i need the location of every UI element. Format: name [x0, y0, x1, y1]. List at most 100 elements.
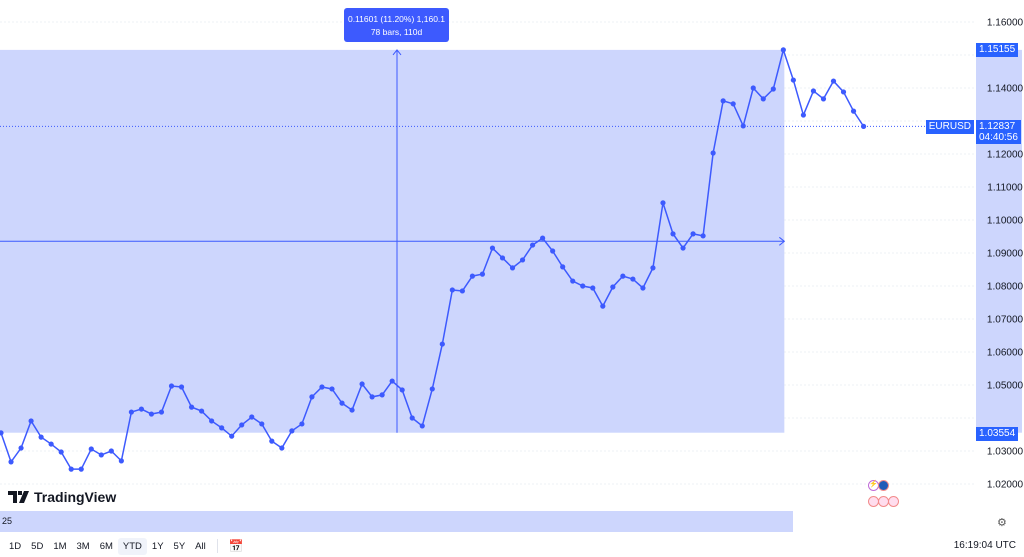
data-point [319, 384, 325, 390]
range-1d[interactable]: 1D [9, 540, 22, 552]
data-point [219, 425, 225, 431]
data-point [509, 265, 516, 271]
data-point [78, 466, 84, 472]
range-ytd[interactable]: YTD [117, 537, 147, 555]
eu-flag-event-icon[interactable] [878, 480, 889, 491]
data-point [138, 406, 145, 412]
data-point [128, 409, 134, 415]
data-point [770, 86, 776, 92]
range-low-label: 1.03554 [976, 427, 1019, 441]
range-1y[interactable]: 1Y [151, 540, 164, 552]
data-point [570, 278, 576, 284]
data-point [529, 242, 536, 248]
last-price-value: 1.12837 [979, 121, 1016, 132]
data-point [158, 409, 165, 415]
toolbar-divider [216, 539, 218, 553]
data-point [168, 383, 175, 389]
y-tick-label: 1.14000 [987, 84, 1024, 95]
data-point [209, 418, 215, 424]
us-flag-event-icon[interactable] [888, 496, 899, 507]
data-point [419, 423, 425, 429]
y-tick-label: 1.12000 [987, 150, 1024, 161]
data-point [680, 245, 686, 251]
y-tick-label: 1.11000 [987, 183, 1023, 194]
measure-change: 0.11601 (11.20%) 1,160.1 [347, 14, 446, 24]
data-point [118, 458, 124, 464]
data-point [860, 123, 867, 129]
data-point [239, 422, 245, 428]
bar-countdown: 04:40:56 [979, 132, 1018, 143]
data-point [780, 47, 786, 53]
tradingview-logo[interactable]: TradingView [8, 489, 116, 505]
y-tick-label: 1.03000 [987, 447, 1024, 458]
data-point [760, 96, 766, 102]
measure-arrows [0, 49, 786, 433]
data-point [590, 285, 596, 291]
range-6m[interactable]: 6M [99, 540, 113, 552]
data-point [429, 386, 435, 392]
data-point [790, 77, 796, 83]
data-point [670, 231, 676, 237]
range-5d[interactable]: 5D [31, 540, 44, 552]
data-point [750, 85, 756, 91]
y-tick-label: 1.09000 [987, 249, 1024, 260]
brand-name: TradingView [34, 489, 117, 505]
data-point [188, 404, 195, 410]
data-point [710, 150, 716, 156]
data-point [58, 449, 64, 455]
y-tick-label: 1.02000 [987, 480, 1024, 491]
data-point [18, 445, 24, 451]
data-point [148, 411, 155, 417]
data-point [249, 414, 255, 420]
y-tick-label: 1.10000 [987, 216, 1024, 227]
data-point [560, 264, 566, 270]
data-point [68, 466, 74, 472]
data-point [459, 288, 465, 294]
data-point [259, 421, 265, 427]
range-3m[interactable]: 3M [76, 540, 90, 552]
data-point [399, 387, 405, 393]
arrow-up-icon [392, 49, 402, 56]
data-point [439, 341, 445, 347]
data-point [409, 415, 415, 421]
data-point [369, 394, 375, 400]
data-point [610, 284, 616, 290]
data-point [620, 273, 626, 279]
data-point [720, 98, 726, 104]
range-1m[interactable]: 1M [53, 540, 67, 552]
data-point [690, 231, 696, 237]
arrow-right-icon [779, 236, 786, 246]
data-point [0, 430, 4, 436]
data-point [499, 255, 506, 261]
data-point [88, 446, 94, 452]
data-point [349, 407, 355, 413]
data-point [28, 418, 34, 424]
data-point [38, 434, 44, 440]
data-point [289, 428, 295, 434]
tradingview-logo-icon [8, 491, 29, 503]
timezone-clock[interactable]: 16:19:04 UTC [953, 540, 1016, 551]
last-price-label: 1.12837 04:40:56 [976, 120, 1021, 144]
range-5y[interactable]: 5Y [173, 540, 186, 552]
data-point [820, 96, 827, 102]
range-high-label: 1.15155 [976, 43, 1019, 57]
measure-bars: 78 bars, 110d [370, 27, 423, 37]
data-point [840, 89, 847, 95]
y-tick-label: 1.06000 [987, 348, 1024, 359]
range-all[interactable]: All [195, 540, 206, 552]
go-to-date-icon[interactable]: 📅 [228, 539, 244, 553]
y-tick-label: 1.05000 [987, 381, 1024, 392]
data-point [199, 408, 205, 414]
data-point [269, 438, 275, 444]
data-point [830, 78, 837, 84]
data-point [309, 394, 315, 400]
data-point [379, 392, 385, 398]
data-point [339, 400, 345, 406]
settings-gear-icon[interactable]: ⚙ [997, 517, 1007, 529]
data-point [740, 123, 746, 129]
data-point [48, 441, 54, 447]
data-point [108, 448, 114, 454]
data-point [730, 101, 736, 107]
data-point [810, 88, 817, 94]
